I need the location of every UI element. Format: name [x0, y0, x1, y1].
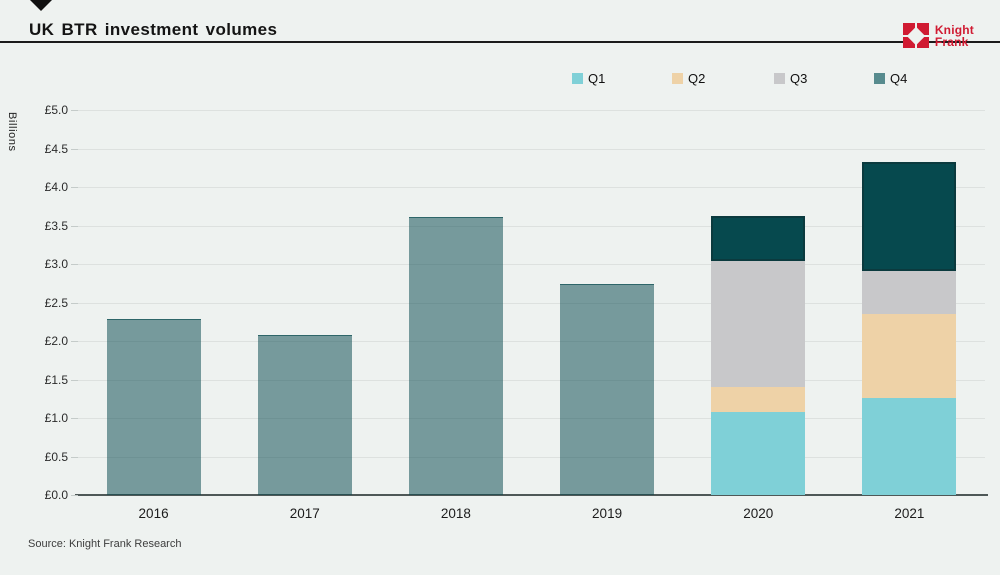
legend-swatch-q1 — [572, 73, 583, 84]
y-tick-label: £0.0 — [44, 488, 68, 502]
kf-logo-text: Knight Frank — [934, 22, 974, 49]
y-tick — [71, 495, 78, 496]
bar-segment-annual-total — [408, 217, 503, 495]
y-tick-label: £3.0 — [44, 257, 68, 271]
legend-label: Q1 — [588, 71, 606, 86]
bar-2020 — [711, 215, 806, 495]
bar-2016 — [106, 319, 201, 495]
bar-2019 — [560, 284, 655, 495]
source-note: Source: Knight Frank Research — [28, 538, 182, 550]
gridline — [78, 187, 985, 188]
bar-2017 — [257, 334, 352, 495]
x-tick-label-2018: 2018 — [440, 506, 471, 521]
x-axis-line — [75, 494, 988, 496]
bar-segment-q3 — [711, 260, 806, 388]
bar-segment-q1 — [711, 411, 806, 495]
y-axis-tick-labels: £0.0 £0.5 £1.0 £1.5 £2.0 £2.5 £3.0 £3.5 £4.0 £4.5… — [0, 103, 68, 502]
bar-segment-q2 — [862, 314, 957, 398]
legend-label: Q4 — [890, 71, 908, 86]
y-tick-label: £2.5 — [44, 295, 68, 310]
y-tick-label: £5.0 — [44, 103, 68, 117]
plot-area — [71, 110, 988, 496]
y-tick-label: £0.5 — [44, 449, 68, 464]
bar-segment-q1 — [862, 397, 957, 495]
gridline — [78, 148, 985, 150]
gridline — [78, 418, 985, 419]
y-tick — [71, 302, 78, 304]
y-tick — [71, 418, 78, 419]
legend-swatch-q3 — [774, 73, 785, 84]
bar-segment-q4 — [711, 215, 806, 261]
knight-frank-logo: Knight Frank — [902, 22, 974, 49]
legend-label: Q2 — [688, 71, 706, 86]
legend: Q1 Q2 Q3 Q4 — [0, 71, 1000, 91]
gridline — [78, 456, 985, 458]
gridline — [78, 379, 985, 381]
bar-segment-q4 — [862, 161, 957, 271]
y-tick-label: £3.5 — [44, 218, 68, 233]
gridline — [78, 225, 985, 227]
x-axis-tick-labels: 2016 2017 2018 2019 2020 2021 — [78, 506, 985, 526]
bar-segment-q2 — [711, 387, 806, 412]
legend-swatch-q4 — [874, 73, 885, 84]
y-tick — [71, 456, 78, 458]
bar-segment-annual-total — [560, 284, 655, 495]
title-divider — [0, 41, 1000, 43]
y-tick-label: £4.0 — [44, 180, 68, 194]
bar-segment-annual-total — [106, 319, 201, 495]
y-tick-label: £2.0 — [44, 334, 68, 348]
bar-segment-q3 — [862, 270, 957, 315]
x-tick-label-2016: 2016 — [138, 506, 169, 521]
x-tick-label-2019: 2019 — [592, 506, 623, 521]
chart-title: UK BTR investment volumes — [29, 20, 278, 39]
y-tick — [71, 225, 78, 227]
gridline — [78, 302, 985, 304]
y-tick — [71, 264, 78, 265]
x-tick-label-2021: 2021 — [894, 506, 925, 521]
gridline — [78, 341, 985, 342]
bar-2021 — [862, 161, 957, 495]
y-tick — [71, 187, 78, 188]
legend-item-q3: Q3 — [774, 71, 807, 86]
gridline — [78, 264, 985, 265]
y-tick-label: £1.5 — [44, 372, 68, 387]
x-tick-label-2017: 2017 — [289, 506, 320, 521]
y-tick — [71, 341, 78, 342]
y-tick-label: £4.5 — [44, 141, 68, 156]
legend-label: Q3 — [790, 71, 808, 86]
kf-logo-mark-icon — [902, 23, 929, 48]
y-tick — [71, 148, 78, 150]
legend-item-q1: Q1 — [572, 71, 605, 86]
y-tick — [71, 110, 78, 111]
y-tick — [71, 379, 78, 381]
gridline — [78, 110, 985, 111]
bar-2018 — [408, 217, 503, 495]
y-axis-title: Billions — [6, 112, 18, 152]
pointer-triangle-icon — [30, 0, 52, 11]
legend-item-q4: Q4 — [874, 71, 907, 86]
legend-swatch-q2 — [672, 73, 683, 84]
x-tick-label-2020: 2020 — [743, 506, 774, 521]
legend-item-q2: Q2 — [672, 71, 705, 86]
bar-segment-annual-total — [257, 334, 352, 495]
y-tick-label: £1.0 — [44, 411, 68, 425]
